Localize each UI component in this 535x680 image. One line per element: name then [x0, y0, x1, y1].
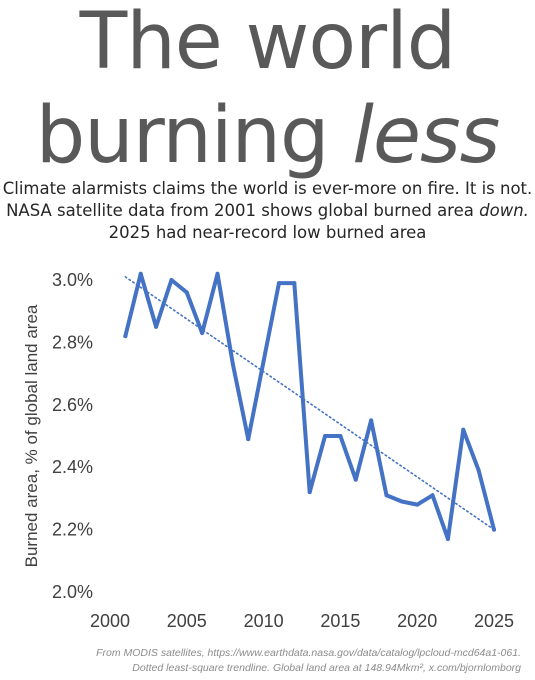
page-title-line-2: burning less	[0, 96, 535, 176]
y-tick-label: 2.8%	[52, 332, 93, 352]
data-point	[276, 281, 281, 286]
data-point	[445, 536, 450, 541]
data-point	[338, 434, 343, 438]
data-point	[246, 437, 251, 442]
subtitle-line-2: NASA satellite data from 2001 shows glob…	[0, 200, 535, 222]
data-point	[200, 331, 205, 336]
data-point	[307, 490, 312, 495]
data-point	[430, 493, 435, 498]
y-tick-label: 2.2%	[52, 520, 93, 540]
series-line	[123, 271, 496, 541]
y-axis-label: Burned area, % of global land area	[22, 304, 41, 567]
x-tick-label: 2015	[320, 611, 360, 631]
y-tick-label: 2.0%	[52, 582, 93, 602]
data-points	[123, 271, 496, 541]
data-point	[353, 477, 358, 482]
y-tick-label: 3.0%	[52, 270, 93, 290]
data-point	[154, 324, 159, 329]
data-point	[384, 493, 389, 498]
x-tick-label: 2005	[167, 611, 207, 631]
y-tick-label: 2.6%	[52, 395, 93, 415]
subtitle-line-3: 2025 had near-record low burned area	[108, 223, 427, 242]
subtitle-line-1: Climate alarmists claims the world is ev…	[2, 179, 533, 198]
footnote-source: From MODIS satellites, https://www.earth…	[96, 647, 521, 659]
data-point	[492, 527, 496, 532]
x-axis-ticks: 2000 2005 2010 2015 2020 2025	[90, 611, 514, 631]
data-point	[292, 281, 297, 286]
subtitle-line-2-emphasis: down.	[479, 201, 529, 220]
data-point	[476, 468, 481, 473]
x-tick-label: 2010	[244, 611, 284, 631]
data-point	[415, 502, 420, 507]
y-tick-label: 2.4%	[52, 457, 93, 477]
data-point	[184, 290, 189, 295]
footnote-notes: Dotted least-square trendline. Global la…	[132, 662, 521, 674]
data-point	[461, 427, 466, 432]
title-emphasis: less	[352, 91, 500, 181]
data-point	[138, 271, 143, 276]
data-point	[399, 499, 404, 504]
data-point	[230, 362, 235, 367]
data-point	[123, 334, 128, 339]
x-tick-label: 2000	[90, 611, 130, 631]
title-prefix: burning	[35, 91, 353, 181]
subtitle-line-2-text: NASA satellite data from 2001 shows glob…	[6, 201, 480, 220]
page-title-line-1: The world	[79, 0, 457, 87]
data-point	[215, 271, 220, 276]
data-point	[369, 418, 374, 423]
y-axis-label-group: Burned area, % of global land area	[22, 304, 41, 567]
x-tick-label: 2020	[397, 611, 437, 631]
data-point	[261, 359, 266, 364]
x-tick-label: 2025	[474, 611, 514, 631]
y-axis-ticks: 2.0% 2.2% 2.4% 2.6% 2.8% 3.0%	[52, 270, 93, 602]
data-point	[169, 278, 174, 282]
data-point	[323, 434, 328, 438]
